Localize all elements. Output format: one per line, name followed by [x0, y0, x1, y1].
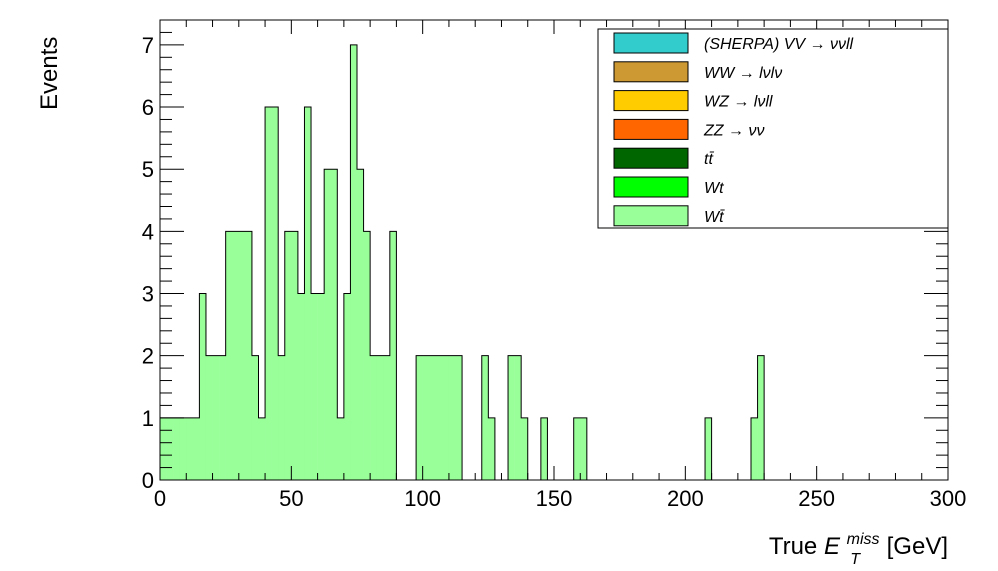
histogram-bar: [324, 169, 332, 480]
histogram-bar: [573, 417, 581, 480]
legend-swatch: [613, 90, 689, 112]
histogram-bar: [350, 44, 358, 480]
legend-swatch: [613, 205, 689, 227]
x-axis-title-symbol: E: [824, 533, 841, 560]
x-axis-title-subscript: T: [850, 551, 861, 568]
x-tick-label: 0: [154, 486, 166, 511]
x-tick-label: 300: [930, 486, 967, 511]
legend-label: Wt: [704, 180, 724, 197]
histogram-bar: [508, 355, 515, 480]
histogram-bar: [389, 231, 397, 480]
y-tick-label: 2: [142, 344, 154, 369]
x-tick-label: 200: [667, 486, 704, 511]
x-tick-label: 150: [536, 486, 573, 511]
x-tick-label: 100: [404, 486, 441, 511]
histogram-bar: [317, 293, 325, 480]
histogram-bar: [166, 417, 174, 480]
histogram-bar: [297, 293, 305, 480]
legend-swatch: [613, 176, 689, 198]
histogram-bar: [442, 355, 450, 480]
histogram-bar: [455, 355, 463, 480]
legend-label: WW → lνlν: [704, 65, 782, 82]
histogram-bar: [265, 107, 272, 480]
x-tick-label: 50: [279, 486, 303, 511]
x-axis-ticks: 0 50 100 150 200 250 300: [154, 20, 966, 511]
histogram-bar: [284, 231, 292, 480]
histogram-bar: [521, 417, 529, 480]
histogram-bar: [481, 355, 489, 480]
legend-swatch: [613, 147, 689, 169]
histogram-bar: [343, 293, 351, 480]
histogram-bar: [304, 107, 312, 480]
histogram-bar: [540, 417, 548, 480]
histogram-bar: [205, 355, 213, 480]
histogram-bar: [245, 231, 253, 480]
histogram-bar: [429, 355, 437, 480]
x-tick-label: 250: [798, 486, 835, 511]
y-tick-label: 3: [142, 282, 154, 307]
histogram-bar: [448, 355, 456, 480]
legend-label: ZZ → νν: [703, 122, 764, 139]
y-tick-label: 0: [142, 468, 154, 493]
histogram-bar: [258, 417, 266, 480]
histogram-bar: [271, 107, 279, 480]
histogram-bar: [232, 231, 240, 480]
legend-swatch: [613, 118, 689, 140]
histogram-bars: [159, 44, 948, 481]
legend: (SHERPA) VV → ννll WW → lνlν WZ → lνll ZZ →…: [597, 28, 949, 229]
histogram-bar: [363, 231, 371, 480]
histogram-bar: [488, 417, 496, 480]
histogram-bar: [422, 355, 430, 480]
histogram-bar: [757, 355, 765, 480]
x-axis-title-superscript: miss: [847, 531, 880, 548]
legend-label: tt̄: [704, 151, 715, 168]
legend-label: WZ → lνll: [704, 94, 773, 111]
legend-swatch: [613, 32, 689, 54]
y-tick-label: 1: [142, 406, 154, 431]
histogram-bar: [251, 355, 259, 480]
histogram-bar: [219, 355, 226, 480]
legend-label: (SHERPA) VV → ννll: [704, 36, 854, 53]
histogram-bar: [192, 417, 200, 480]
legend-swatch: [613, 61, 689, 83]
y-tick-label: 7: [142, 33, 154, 58]
y-tick-label: 6: [142, 95, 154, 120]
histogram-bar: [416, 355, 423, 480]
x-axis-title-suffix: [GeV]: [887, 533, 948, 560]
histogram-bar: [580, 417, 588, 480]
histogram-bar: [383, 355, 391, 480]
histogram-bar: [291, 231, 299, 480]
x-axis-title-prefix: True: [769, 533, 824, 560]
histogram-bar: [238, 231, 246, 480]
histogram-bar: [225, 231, 233, 480]
histogram-bar: [173, 417, 180, 480]
y-axis-title: Events: [36, 37, 63, 110]
histogram-bar: [330, 169, 338, 480]
histogram-bar: [179, 417, 187, 480]
histogram-bar: [212, 355, 220, 480]
histogram-bar: [705, 417, 712, 480]
histogram-bar: [357, 169, 364, 480]
x-axis-title: True E miss T [GeV]: [769, 523, 948, 570]
histogram-bar: [160, 417, 167, 480]
histogram-bar: [311, 293, 318, 480]
histogram-bar: [278, 355, 286, 480]
y-tick-label: 5: [142, 157, 154, 182]
histogram-bar: [751, 417, 758, 480]
histogram-bar: [370, 355, 377, 480]
histogram-bar: [514, 355, 522, 480]
histogram-bar: [199, 293, 207, 480]
legend-label: Wt̄: [704, 209, 726, 226]
histogram-bar: [337, 417, 345, 480]
histogram-bar: [435, 355, 443, 480]
histogram-bar: [186, 417, 194, 480]
histogram-bar: [376, 355, 384, 480]
y-tick-label: 4: [142, 219, 154, 244]
